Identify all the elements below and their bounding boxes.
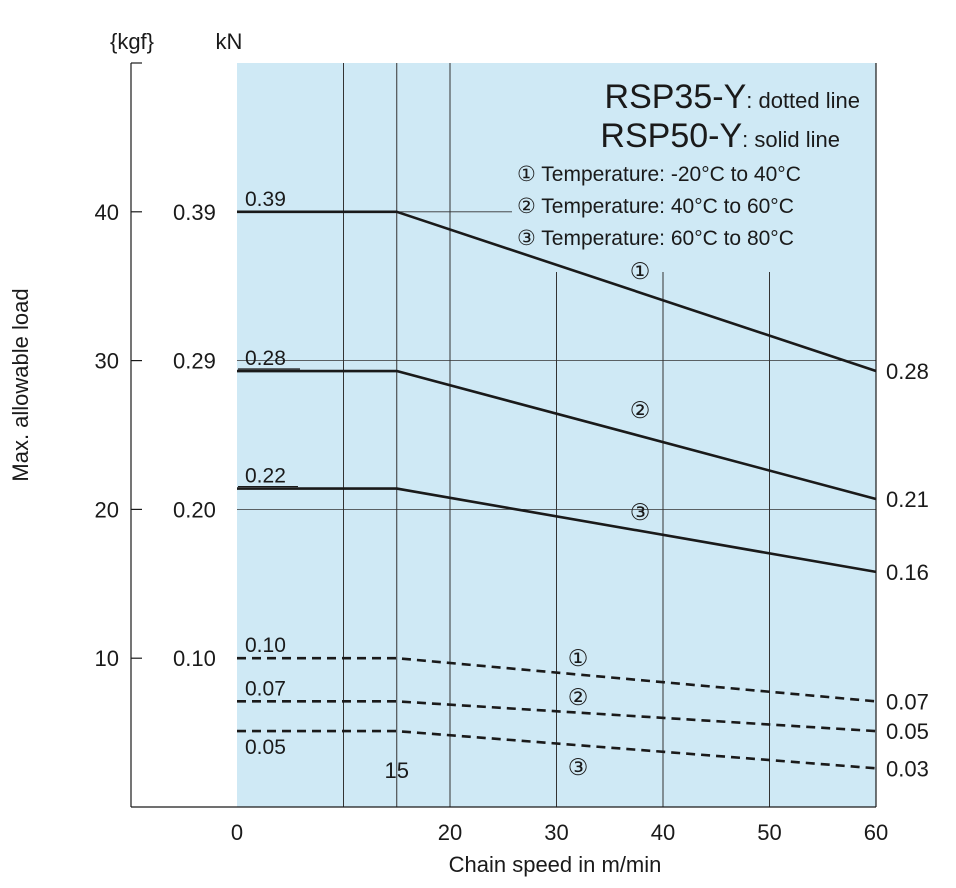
series-marker: ③ <box>568 754 589 780</box>
y-tick-label-kn: 0.10 <box>173 646 216 671</box>
x-tick-label: 50 <box>757 820 781 845</box>
y-tick-label-kgf: 40 <box>95 200 119 225</box>
y-tick-label-kn: 0.29 <box>173 349 216 374</box>
series-end-label: 0.05 <box>886 719 929 744</box>
x-tick-label: 40 <box>651 820 675 845</box>
y-unit-kgf: {kgf} <box>110 29 154 54</box>
series-start-label: 0.22 <box>245 465 286 488</box>
y-tick-label-kgf: 20 <box>95 497 119 522</box>
series-marker: ② <box>568 684 589 710</box>
x-tick-label: 20 <box>438 820 462 845</box>
series-end-label: 0.03 <box>886 756 929 781</box>
legend-model-rsp35: RSP35-Y <box>605 78 747 116</box>
series-end-label: 0.28 <box>886 359 929 384</box>
series-end-label: 0.21 <box>886 487 929 512</box>
legend-temp-marker: ③ <box>517 227 541 250</box>
series-marker: ① <box>568 645 589 671</box>
series-start-label: 0.05 <box>245 736 286 759</box>
series-end-label: 0.16 <box>886 560 929 585</box>
series-marker: ③ <box>630 499 651 525</box>
y-tick-label-kgf: 30 <box>95 349 119 374</box>
y-unit-kn: kN <box>216 29 243 54</box>
series-start-label: 0.10 <box>245 634 286 657</box>
x-tick-label: 60 <box>864 820 888 845</box>
legend-desc-dotted: : dotted line <box>746 88 860 113</box>
legend-temp-row: ③ Temperature: 60°C to 80°C <box>517 227 794 250</box>
series-marker: ② <box>630 397 651 423</box>
y-axis-title: Max. allowable load <box>8 288 33 481</box>
x-axis-title: Chain speed in m/min <box>449 852 662 877</box>
legend-temp-row: ① Temperature: -20°C to 40°C <box>517 163 801 186</box>
y-tick-label-kn: 0.39 <box>173 200 216 225</box>
legend-temp-text: Temperature: -20°C to 40°C <box>541 163 801 186</box>
legend-temp-marker: ① <box>517 163 541 186</box>
x-tick-label: 30 <box>544 820 568 845</box>
y-tick-label-kn: 0.20 <box>173 497 216 522</box>
series-start-label: 0.07 <box>245 677 286 700</box>
series-start-label: 0.28 <box>245 347 286 370</box>
y-tick-label-kgf: 10 <box>95 646 119 671</box>
legend-model-rsp50: RSP50-Y <box>600 117 742 155</box>
x-tick-label: 0 <box>231 820 243 845</box>
legend-desc-solid: : solid line <box>742 127 840 152</box>
legend-temp-row: ② Temperature: 40°C to 60°C <box>517 195 794 218</box>
legend-temp-text: Temperature: 60°C to 80°C <box>541 227 794 250</box>
series-start-label: 0.39 <box>245 188 286 211</box>
series-end-label: 0.07 <box>886 689 929 714</box>
legend-temp-marker: ② <box>517 195 541 218</box>
legend-temp-text: Temperature: 40°C to 60°C <box>541 195 794 218</box>
series-marker: ① <box>630 258 651 284</box>
x-annotation-15: 15 <box>385 758 409 783</box>
